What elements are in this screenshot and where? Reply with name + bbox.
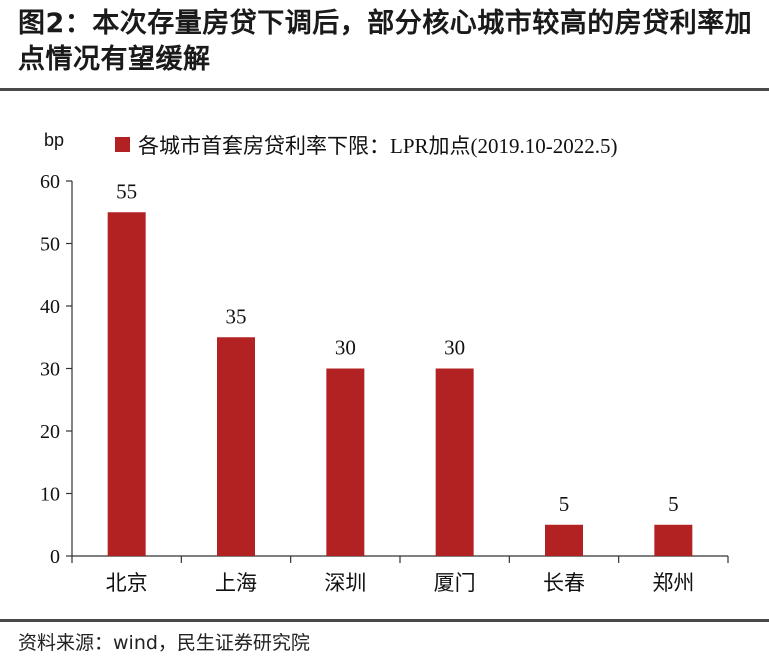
data-label: 5	[559, 492, 570, 516]
x-category-label: 北京	[106, 571, 148, 595]
bar-1	[107, 212, 146, 556]
x-category-label: 厦门	[434, 571, 476, 595]
y-tick-label: 30	[40, 359, 60, 381]
y-tick-label: 10	[40, 484, 60, 506]
data-label: 30	[444, 336, 465, 360]
axes: 0 10 20 30 40 50 60 北京 上海 深圳 厦门 长春 郑州	[40, 171, 729, 595]
y-tick-label: 50	[40, 234, 60, 256]
legend-label: 各城市首套房贷利率下限：LPR加点(2019.10-2022.5)	[138, 134, 618, 158]
title-divider	[0, 88, 769, 91]
source-note: 资料来源：wind，民生证券研究院	[18, 632, 310, 654]
x-category-label: 长春	[543, 571, 585, 595]
data-label: 55	[116, 179, 137, 203]
bar-2	[217, 337, 255, 556]
source-divider	[0, 619, 769, 622]
y-tick-label: 20	[40, 421, 60, 443]
y-tick-label: 0	[50, 546, 60, 568]
y-axis-unit: bp	[44, 130, 64, 150]
data-label: 30	[335, 336, 356, 360]
x-category-label: 深圳	[324, 571, 366, 595]
data-label: 5	[668, 492, 679, 516]
bar-4	[435, 368, 474, 556]
bar-5	[545, 524, 583, 556]
x-category-label: 郑州	[652, 571, 694, 595]
bar-6	[654, 524, 693, 556]
figure-title: 图2：本次存量房贷下调后，部分核心城市较高的房贷利率加点情况有望缓解	[18, 8, 753, 75]
y-tick-label: 60	[40, 171, 60, 193]
bar-3	[326, 368, 365, 556]
x-category-label: 上海	[215, 571, 257, 595]
legend-swatch	[115, 137, 130, 152]
data-label: 35	[226, 304, 247, 328]
y-tick-label: 40	[40, 296, 60, 318]
